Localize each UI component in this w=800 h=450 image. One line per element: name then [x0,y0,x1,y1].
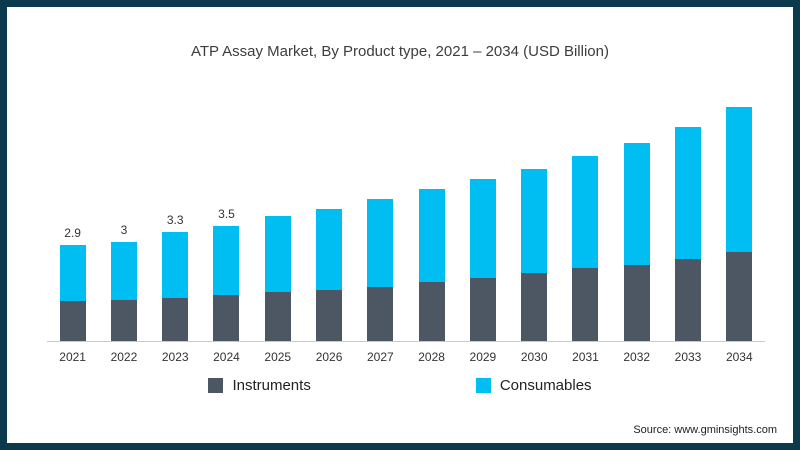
bar-segment-instruments [675,258,702,341]
bar-segment-consumables [418,189,445,282]
bar-2022: 3 [98,223,149,341]
bar-2033 [662,126,713,341]
bar-segment-consumables [162,232,189,299]
x-axis-label: 2029 [469,350,497,364]
bar-segment-consumables [726,106,753,252]
x-axis-label: 2027 [366,350,394,364]
bar-segment-consumables [675,126,702,259]
legend-label-consumables: Consumables [499,377,592,394]
x-axis-label: 2031 [572,350,599,364]
bar-segment-consumables [367,199,394,287]
x-axis-label: 2032 [623,350,651,364]
stacked-bar-chart: 2.9 3 3.3 3.5 2021 2022 2023 2024 2025 2026 2027 2… [47,102,765,364]
source-attribution: Source: www.gminsights.com [633,424,777,436]
bar-segment-instruments [264,291,291,341]
bar-segment-consumables [59,245,86,302]
bar-2025 [252,215,303,341]
bar-2029 [457,179,508,341]
bar-2031 [560,156,611,341]
x-axis-label: 2034 [725,350,753,364]
plot-area: 2.9 3 3.3 3.5 [47,102,765,342]
legend: Instruments Consumables [7,377,793,394]
x-axis-label: 2030 [520,350,548,364]
bar-segment-consumables [110,242,137,300]
x-axis-label: 2023 [161,350,189,364]
legend-item-instruments: Instruments [208,377,311,394]
legend-item-consumables: Consumables [475,377,592,394]
bar-value-label: 2.9 [64,226,81,241]
bar-segment-instruments [572,268,599,341]
bar-segment-instruments [726,251,753,341]
bar-segment-instruments [110,299,137,341]
bar-value-label: 3.5 [218,206,235,221]
bar-segment-consumables [213,225,240,295]
bar-2024: 3.5 [201,207,252,341]
bar-segment-consumables [264,215,291,292]
bar-2030 [509,169,560,341]
bar-2021: 2.9 [47,226,98,341]
x-axis-label: 2026 [315,350,343,364]
x-axis-label: 2033 [674,350,702,364]
bar-segment-consumables [623,143,650,266]
chart-title: ATP Assay Market, By Product type, 2021 … [191,43,609,60]
bar-value-label: 3.3 [166,213,184,228]
bar-segment-instruments [59,301,86,341]
legend-label-instruments: Instruments [232,377,311,394]
x-axis: 2021 2022 2023 2024 2025 2026 2027 2028 2029 2030… [47,342,765,364]
bar-segment-consumables [316,209,343,290]
bar-segment-consumables [572,156,599,269]
bar-segment-consumables [521,169,548,274]
bar-2027 [355,199,406,341]
bar-segment-instruments [521,273,548,341]
bar-value-label: 3 [120,223,128,237]
bar-segment-instruments [367,286,394,341]
bar-segment-instruments [162,298,189,341]
bar-segment-instruments [316,289,343,341]
bar-segment-instruments [418,281,445,341]
bar-2026 [303,209,354,341]
bar-segment-consumables [469,179,496,279]
consumables-swatch-icon [475,378,491,393]
x-axis-label: 2025 [264,350,292,364]
x-axis-label: 2021 [59,350,86,364]
bar-segment-instruments [469,278,496,341]
bar-2032 [611,143,662,341]
x-axis-label: 2024 [213,350,240,364]
bar-2028 [406,189,457,341]
instruments-swatch-icon [208,378,224,393]
x-axis-label: 2022 [110,350,138,364]
bar-2034 [714,106,765,341]
bar-segment-instruments [213,294,240,341]
bar-segment-instruments [623,265,650,341]
x-axis-label: 2028 [418,350,445,364]
bar-2023: 3.3 [150,213,201,341]
